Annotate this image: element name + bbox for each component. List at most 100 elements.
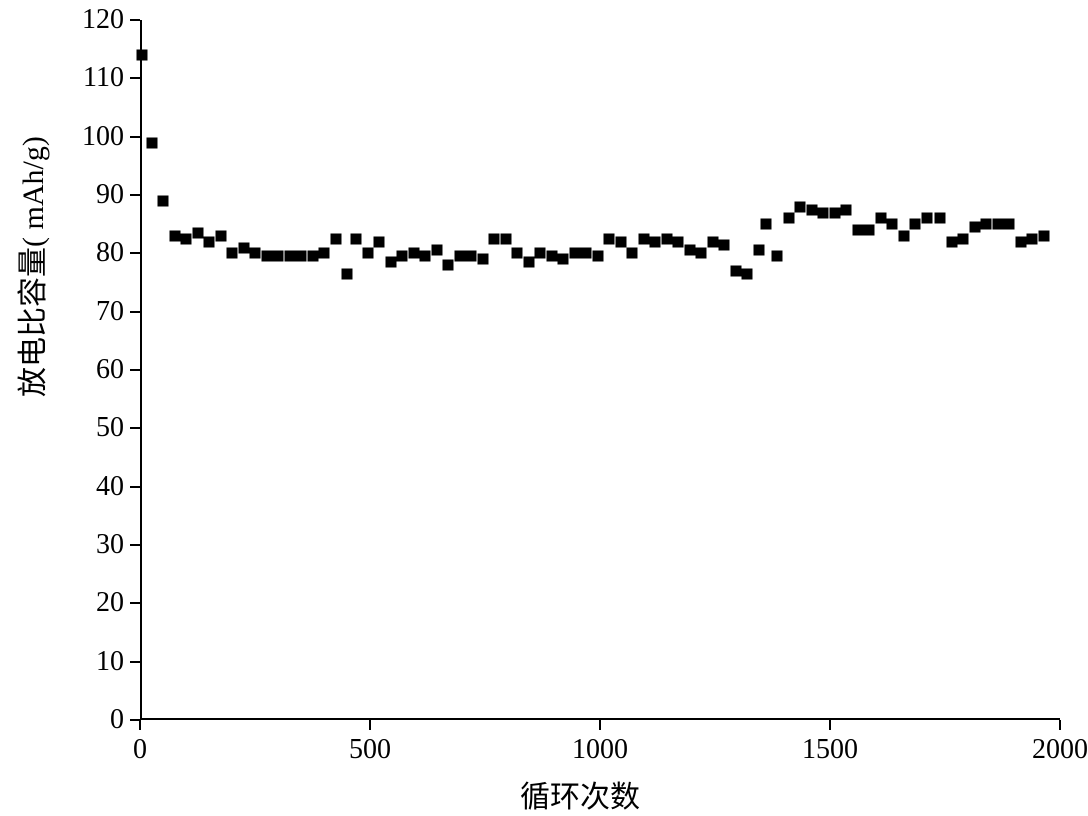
data-point [489, 233, 500, 244]
x-tick-label: 1000 [572, 734, 628, 766]
data-point [397, 251, 408, 262]
x-tick-label: 2000 [1032, 734, 1088, 766]
data-point [760, 219, 771, 230]
data-point [408, 248, 419, 259]
y-tick-label: 30 [96, 529, 124, 561]
data-point [146, 137, 157, 148]
data-point [921, 213, 932, 224]
y-tick-mark [130, 544, 140, 546]
data-point [958, 233, 969, 244]
data-point [638, 233, 649, 244]
data-point [307, 251, 318, 262]
data-point [500, 233, 511, 244]
y-tick-mark [130, 136, 140, 138]
data-point [969, 222, 980, 233]
data-point [535, 248, 546, 259]
data-point [443, 260, 454, 271]
data-point [342, 268, 353, 279]
data-point [215, 230, 226, 241]
y-tick-mark [130, 194, 140, 196]
data-point [627, 248, 638, 259]
y-tick-mark [130, 427, 140, 429]
y-tick-label: 90 [96, 179, 124, 211]
data-point [898, 230, 909, 241]
data-point [818, 207, 829, 218]
data-point [204, 236, 215, 247]
data-point [351, 233, 362, 244]
data-point [169, 230, 180, 241]
data-point [273, 251, 284, 262]
data-point [284, 251, 295, 262]
data-point [181, 233, 192, 244]
y-tick-mark [130, 486, 140, 488]
data-point [615, 236, 626, 247]
y-tick-mark [130, 77, 140, 79]
y-tick-mark [130, 311, 140, 313]
y-tick-label: 60 [96, 354, 124, 386]
data-point [454, 251, 465, 262]
x-tick-mark [369, 720, 371, 730]
y-tick-label: 70 [96, 296, 124, 328]
data-point [477, 254, 488, 265]
data-point [512, 248, 523, 259]
data-point [261, 251, 272, 262]
data-point [523, 257, 534, 268]
data-point [981, 219, 992, 230]
x-axis-label: 循环次数 [520, 772, 640, 816]
plot-area [140, 20, 1060, 720]
data-point [319, 248, 330, 259]
y-tick-label: 40 [96, 471, 124, 503]
y-tick-label: 110 [83, 62, 124, 94]
data-point [581, 248, 592, 259]
y-tick-label: 50 [96, 412, 124, 444]
data-point [841, 204, 852, 215]
data-point [546, 251, 557, 262]
x-tick-mark [599, 720, 601, 730]
data-point [992, 219, 1003, 230]
data-point [362, 248, 373, 259]
data-point [935, 213, 946, 224]
data-point [829, 207, 840, 218]
data-point [374, 236, 385, 247]
y-tick-mark [130, 661, 140, 663]
x-tick-mark [1059, 720, 1061, 730]
x-tick-label: 1500 [802, 734, 858, 766]
data-point [753, 245, 764, 256]
data-point [852, 225, 863, 236]
data-point [795, 201, 806, 212]
x-tick-mark [829, 720, 831, 730]
y-tick-mark [130, 369, 140, 371]
data-point [772, 251, 783, 262]
data-point [1038, 230, 1049, 241]
data-point [696, 248, 707, 259]
data-point [592, 251, 603, 262]
data-point [730, 265, 741, 276]
x-tick-label: 500 [349, 734, 391, 766]
y-tick-mark [130, 19, 140, 21]
data-point [864, 225, 875, 236]
data-point [604, 233, 615, 244]
data-point [420, 251, 431, 262]
data-point [661, 233, 672, 244]
data-point [466, 251, 477, 262]
data-point [719, 239, 730, 250]
y-tick-label: 10 [96, 646, 124, 678]
data-point [650, 236, 661, 247]
data-point [783, 213, 794, 224]
data-point [227, 248, 238, 259]
y-tick-label: 100 [82, 121, 124, 153]
data-point [296, 251, 307, 262]
data-point [558, 254, 569, 265]
data-point [684, 245, 695, 256]
data-point [910, 219, 921, 230]
data-point [1015, 236, 1026, 247]
y-tick-label: 80 [96, 237, 124, 269]
data-point [158, 195, 169, 206]
data-point [673, 236, 684, 247]
data-point [385, 257, 396, 268]
x-tick-label: 0 [133, 734, 147, 766]
data-point [1004, 219, 1015, 230]
data-point [238, 242, 249, 253]
y-axis-label: 放电比容量( mAh/g) [8, 357, 52, 397]
y-tick-label: 20 [96, 587, 124, 619]
